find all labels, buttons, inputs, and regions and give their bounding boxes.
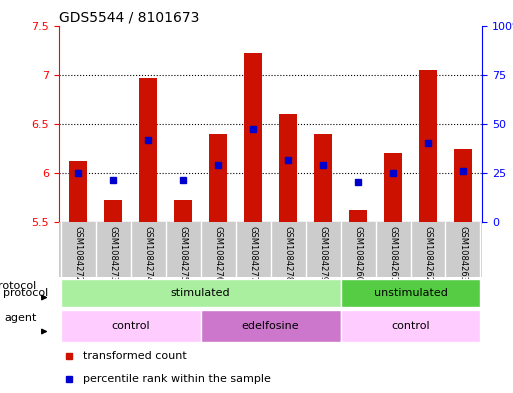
Text: GSM1084276: GSM1084276 [213, 226, 223, 283]
Bar [174, 200, 192, 222]
Bar [349, 210, 367, 222]
Bar [280, 114, 297, 222]
Bar [341, 310, 481, 342]
Text: GSM1084277: GSM1084277 [249, 226, 258, 283]
Text: GSM1084262: GSM1084262 [424, 226, 432, 283]
Text: control: control [111, 321, 150, 331]
Bar [419, 70, 437, 222]
Bar [384, 153, 402, 222]
Text: GSM1084278: GSM1084278 [284, 226, 292, 283]
Text: GSM1084263: GSM1084263 [459, 226, 467, 283]
Bar [244, 53, 262, 222]
Bar [105, 200, 122, 222]
Bar [140, 77, 157, 222]
Text: protocol: protocol [3, 288, 48, 298]
Text: agent: agent [4, 313, 36, 323]
Text: stimulated: stimulated [171, 288, 230, 298]
Bar [314, 134, 332, 222]
Bar [209, 134, 227, 222]
Text: control: control [391, 321, 430, 331]
Text: transformed count: transformed count [83, 351, 187, 361]
Text: protocol: protocol [0, 281, 36, 291]
Bar [201, 310, 341, 342]
Text: edelfosine: edelfosine [242, 321, 300, 331]
Text: GSM1084273: GSM1084273 [109, 226, 117, 283]
Bar [341, 279, 481, 307]
Text: percentile rank within the sample: percentile rank within the sample [83, 374, 271, 384]
Bar [61, 310, 201, 342]
Text: GSM1084279: GSM1084279 [319, 226, 328, 283]
Text: GDS5544 / 8101673: GDS5544 / 8101673 [59, 10, 200, 24]
Bar [61, 279, 341, 307]
Bar [69, 161, 87, 222]
Bar [454, 149, 472, 222]
Text: unstimulated: unstimulated [373, 288, 447, 298]
Text: GSM1084260: GSM1084260 [353, 226, 363, 283]
Text: GSM1084272: GSM1084272 [74, 226, 83, 283]
Text: GSM1084275: GSM1084275 [179, 226, 188, 283]
Text: GSM1084261: GSM1084261 [388, 226, 398, 283]
Text: GSM1084274: GSM1084274 [144, 226, 153, 283]
